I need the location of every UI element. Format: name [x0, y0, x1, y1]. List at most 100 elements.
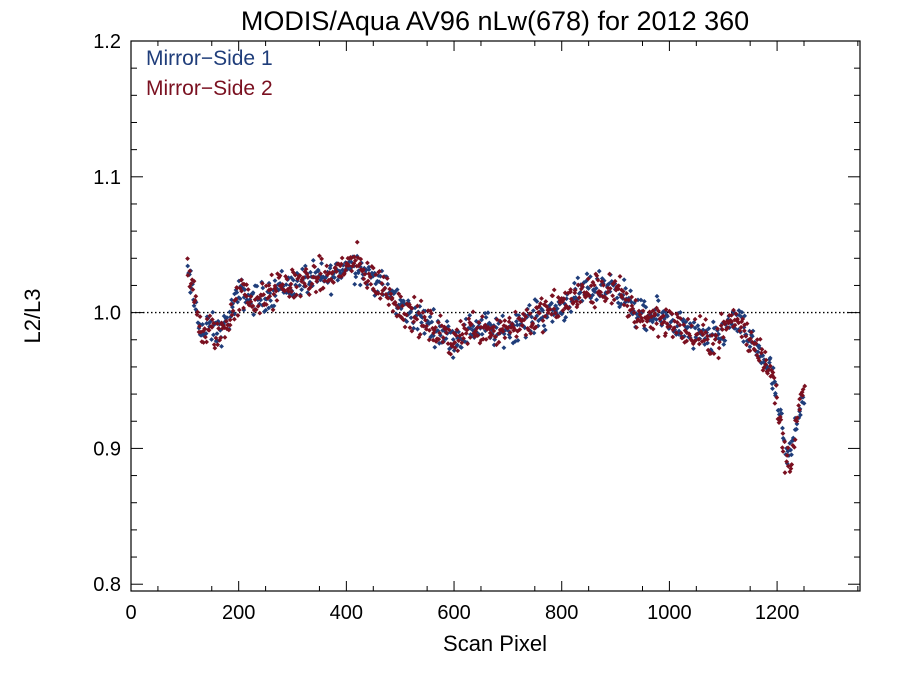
data-point	[370, 265, 376, 271]
data-point	[512, 338, 518, 344]
data-point	[367, 274, 373, 280]
data-point	[528, 330, 534, 336]
data-point	[211, 332, 216, 338]
data-point	[394, 287, 400, 293]
data-point	[678, 330, 684, 336]
data-point	[566, 305, 572, 311]
data-point	[792, 437, 798, 443]
data-point	[636, 308, 642, 314]
data-point	[724, 318, 730, 324]
data-point	[703, 317, 709, 322]
data-point	[436, 320, 441, 325]
data-point	[747, 344, 753, 350]
data-point	[695, 331, 701, 337]
data-point	[268, 298, 273, 304]
data-point	[654, 305, 659, 311]
data-point	[653, 317, 659, 322]
data-point	[680, 335, 685, 341]
data-point	[423, 317, 428, 323]
data-point	[685, 316, 691, 322]
data-point	[256, 295, 262, 301]
data-point	[640, 318, 645, 324]
data-point	[339, 255, 345, 261]
data-point	[661, 313, 666, 319]
data-point	[234, 285, 240, 291]
data-point	[794, 426, 799, 432]
data-point	[788, 447, 794, 453]
data-point	[780, 425, 785, 431]
data-point	[506, 319, 512, 325]
data-point	[733, 311, 739, 317]
data-point	[507, 330, 513, 335]
data-point	[514, 319, 519, 324]
data-point	[550, 319, 555, 324]
data-point	[245, 287, 251, 292]
x-axis-label: Scan Pixel	[443, 631, 547, 656]
data-point	[351, 254, 357, 260]
data-point	[564, 296, 569, 302]
data-point	[409, 328, 415, 334]
data-point	[701, 338, 707, 344]
data-point	[664, 321, 670, 327]
data-point	[540, 329, 546, 335]
data-point	[308, 269, 313, 275]
data-point	[407, 325, 413, 331]
data-point	[377, 269, 382, 274]
data-point	[271, 291, 277, 297]
data-point	[292, 272, 298, 278]
data-point	[722, 321, 728, 327]
data-point	[266, 282, 272, 288]
data-point	[519, 323, 525, 328]
y-axis-label: L2/L3	[20, 288, 45, 343]
data-point	[197, 314, 203, 320]
data-point	[459, 331, 465, 337]
data-point	[393, 302, 399, 308]
x-tick-label: 0	[125, 602, 136, 624]
data-point	[800, 387, 806, 392]
data-point	[456, 338, 462, 343]
data-point	[446, 327, 452, 333]
data-point	[650, 308, 656, 313]
data-point	[691, 346, 696, 352]
data-point	[718, 323, 724, 329]
data-point	[479, 331, 485, 337]
data-point	[716, 336, 722, 341]
data-point	[789, 452, 794, 458]
data-point	[534, 313, 540, 319]
data-point	[454, 342, 460, 348]
data-point	[470, 309, 476, 315]
data-point	[692, 338, 698, 344]
data-point	[496, 321, 502, 326]
data-point	[552, 310, 558, 316]
data-point	[780, 431, 786, 436]
data-point	[454, 327, 460, 333]
data-point	[387, 286, 393, 292]
legend-series-1: Mirror−Side 1	[146, 47, 273, 70]
data-point	[711, 325, 717, 331]
data-point	[272, 283, 278, 289]
data-point	[267, 293, 273, 299]
data-point	[729, 319, 735, 325]
data-point	[388, 291, 394, 297]
data-point	[654, 293, 660, 299]
data-point	[502, 318, 508, 324]
data-point	[761, 365, 767, 370]
data-point	[796, 403, 802, 408]
data-point	[373, 272, 379, 278]
data-point	[604, 296, 610, 302]
data-point	[712, 337, 718, 342]
data-point	[732, 322, 738, 328]
data-point	[236, 307, 242, 313]
data-point	[489, 332, 495, 338]
data-point	[422, 308, 428, 314]
data-point	[502, 335, 508, 341]
data-point	[782, 439, 788, 445]
data-point	[683, 319, 689, 325]
data-point	[424, 323, 429, 329]
data-point	[330, 269, 336, 275]
data-point	[356, 268, 362, 274]
data-point	[313, 289, 319, 295]
data-point	[716, 331, 722, 337]
x-tick-label: 200	[222, 602, 255, 624]
